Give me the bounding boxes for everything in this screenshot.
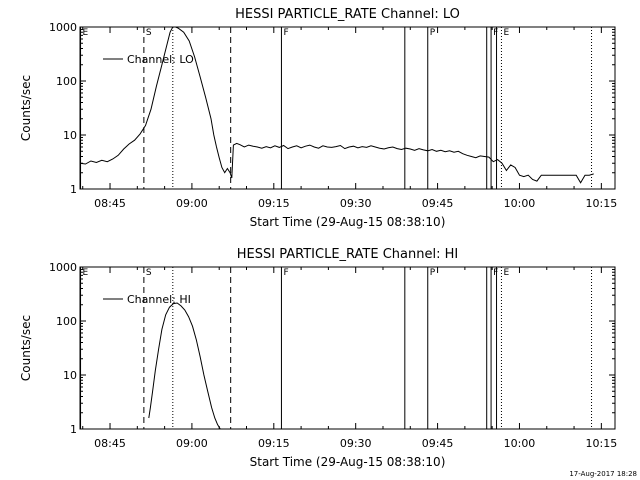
x-tick-label: 08:45 xyxy=(94,437,126,450)
footer-timestamp: 17-Aug-2017 18:28 xyxy=(569,470,637,478)
y-tick-label: 10 xyxy=(63,369,77,382)
x-tick-label: 09:00 xyxy=(176,197,208,210)
x-tick-label: 10:00 xyxy=(504,437,536,450)
series-line xyxy=(148,302,221,430)
series-line xyxy=(79,26,594,184)
x-tick-label: 09:45 xyxy=(422,437,454,450)
chart-title: HESSI PARTICLE_RATE Channel: HI xyxy=(237,247,458,262)
event-marker-label: F xyxy=(493,28,498,38)
x-tick-label: 09:45 xyxy=(422,197,454,210)
event-marker-label: P xyxy=(430,28,436,38)
event-marker-label: E xyxy=(503,268,509,278)
y-tick-label: 10 xyxy=(63,129,77,142)
panel-channel-hi: HESSI PARTICLE_RATE Channel: HI 1 10 100 100… xyxy=(19,247,617,469)
x-tick-label: 09:30 xyxy=(340,437,372,450)
panel-channel-lo: HESSI PARTICLE_RATE Channel: LO 1 10 100 100… xyxy=(19,7,617,229)
event-marker-label: E xyxy=(83,268,89,278)
event-marker-label: E xyxy=(503,28,509,38)
x-tick-label: 10:15 xyxy=(586,437,618,450)
x-axis-label: Start Time (29-Aug-15 08:38:10) xyxy=(250,215,446,229)
x-tick-label: 09:15 xyxy=(258,197,290,210)
x-tick-label: 08:45 xyxy=(94,197,126,210)
x-tick-label: 09:30 xyxy=(340,197,372,210)
legend-label: Channel: LO xyxy=(127,53,194,66)
event-marker-label: E xyxy=(83,28,89,38)
x-tick-label: 10:15 xyxy=(586,197,618,210)
event-marker-label: S xyxy=(146,268,152,278)
event-marker-label: F xyxy=(493,268,498,278)
x-tick-label: 10:00 xyxy=(504,197,536,210)
y-axis-label: Counts/sec xyxy=(19,75,33,141)
y-tick-label: 1000 xyxy=(49,261,77,274)
legend-label: Channel: HI xyxy=(127,293,191,306)
event-marker-label: F xyxy=(283,28,288,38)
y-tick-label: 100 xyxy=(56,75,77,88)
y-tick-label: 1000 xyxy=(49,21,77,34)
chart-title: HESSI PARTICLE_RATE Channel: LO xyxy=(235,7,460,22)
plot-frame xyxy=(79,26,616,190)
event-marker-label: F xyxy=(283,268,288,278)
y-tick-label: 100 xyxy=(56,315,77,328)
x-tick-label: 09:15 xyxy=(258,437,290,450)
x-axis-label: Start Time (29-Aug-15 08:38:10) xyxy=(250,455,446,469)
y-tick-label: 1 xyxy=(70,423,77,436)
y-tick-label: 1 xyxy=(70,183,77,196)
event-marker-label: P xyxy=(430,268,436,278)
y-axis-label: Counts/sec xyxy=(19,315,33,381)
x-tick-label: 09:00 xyxy=(176,437,208,450)
plot-frame xyxy=(79,266,616,430)
event-marker-label: S xyxy=(146,28,152,38)
